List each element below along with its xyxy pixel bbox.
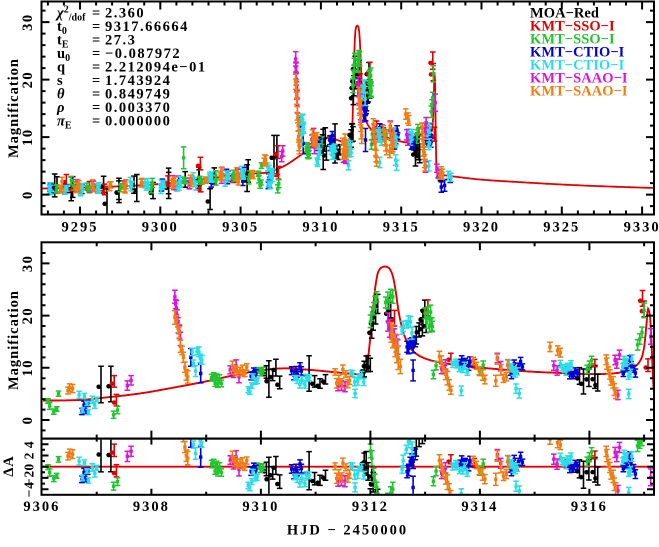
svg-text:0: 0	[22, 463, 37, 471]
svg-text:9315: 9315	[383, 220, 420, 236]
svg-text:KMT−SAAO−I: KMT−SAAO−I	[530, 84, 628, 100]
svg-text:0.000000: 0.000000	[105, 114, 171, 130]
svg-text:−2: −2	[22, 470, 37, 486]
svg-text:9310: 9310	[302, 220, 339, 236]
svg-text:t0: t0	[57, 19, 67, 37]
svg-text:0.003370: 0.003370	[105, 100, 171, 116]
svg-text:0: 0	[20, 190, 36, 199]
svg-text:KMT−CTIO−I: KMT−CTIO−I	[530, 58, 625, 74]
svg-text:9310: 9310	[242, 499, 279, 515]
svg-text:0.849749: 0.849749	[105, 87, 171, 103]
svg-text:30: 30	[20, 255, 36, 273]
svg-text:s: s	[57, 73, 63, 89]
svg-text:4: 4	[22, 440, 37, 448]
svg-text:HJD − 2450000: HJD − 2450000	[287, 523, 408, 539]
svg-text:9316: 9316	[571, 499, 608, 515]
svg-text:2: 2	[22, 452, 37, 460]
svg-text:9295: 9295	[62, 220, 99, 236]
svg-text:=: =	[92, 19, 100, 35]
svg-text:KMT−SAAO−I: KMT−SAAO−I	[530, 71, 628, 87]
svg-text:=: =	[92, 73, 100, 89]
svg-text:KMT−CTIO−I: KMT−CTIO−I	[530, 45, 625, 61]
svg-text:=: =	[92, 100, 100, 116]
svg-text:−0.087972: −0.087972	[105, 46, 181, 62]
svg-text:2.360: 2.360	[105, 6, 145, 22]
svg-text:πE: πE	[57, 114, 72, 132]
svg-text:9308: 9308	[133, 499, 170, 515]
svg-text:KMT−SSO−I: KMT−SSO−I	[530, 19, 615, 35]
svg-text:9312: 9312	[352, 499, 389, 515]
svg-text:9305: 9305	[222, 220, 259, 236]
svg-text:27.3: 27.3	[105, 33, 136, 49]
svg-text:ΔA: ΔA	[1, 455, 17, 477]
svg-text:9314: 9314	[461, 499, 498, 515]
svg-text:20: 20	[20, 71, 36, 89]
svg-text:9325: 9325	[543, 220, 580, 236]
svg-text:9300: 9300	[142, 220, 179, 236]
svg-text:Magnification: Magnification	[6, 58, 22, 158]
svg-text:10: 10	[20, 128, 36, 146]
svg-text:MOA−Red: MOA−Red	[530, 6, 599, 22]
svg-text:=: =	[92, 114, 100, 130]
svg-text:10: 10	[20, 359, 36, 377]
svg-text:χ2/dof: χ2/dof	[55, 5, 86, 24]
svg-text:9306: 9306	[23, 499, 60, 515]
svg-text:1.743924: 1.743924	[105, 73, 171, 89]
svg-text:0: 0	[20, 416, 36, 425]
svg-text:9317.66664: 9317.66664	[105, 19, 189, 35]
svg-text:20: 20	[20, 307, 36, 325]
svg-text:Magnification: Magnification	[6, 290, 22, 390]
svg-text:=: =	[92, 6, 100, 22]
svg-text:=: =	[92, 46, 100, 62]
svg-text:KMT−SSO−I: KMT−SSO−I	[530, 32, 615, 48]
svg-text:=: =	[92, 33, 100, 49]
svg-text:9320: 9320	[463, 220, 500, 236]
svg-text:9330: 9330	[624, 220, 659, 236]
svg-text:=: =	[92, 60, 100, 76]
svg-text:−4: −4	[22, 481, 37, 497]
svg-text:q: q	[57, 60, 65, 76]
svg-text:ρ: ρ	[56, 100, 64, 116]
svg-text:2.212094e−01: 2.212094e−01	[105, 60, 207, 76]
svg-text:=: =	[92, 87, 100, 103]
svg-text:30: 30	[20, 13, 36, 31]
svg-text:θ: θ	[57, 87, 65, 103]
svg-text:tE: tE	[57, 33, 69, 51]
